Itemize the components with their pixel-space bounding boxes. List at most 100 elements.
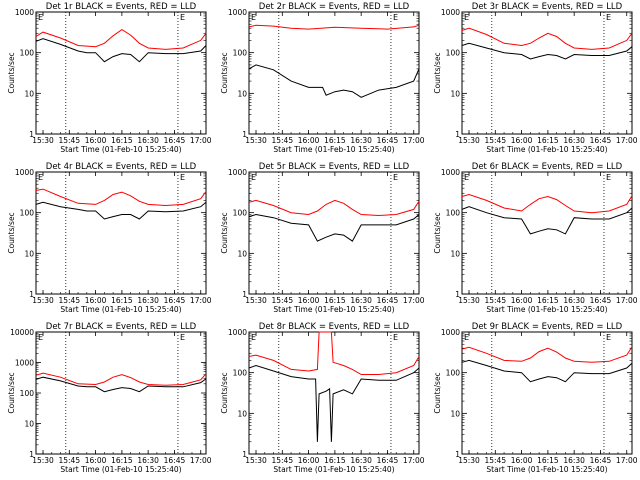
- y-tick-label: 10: [24, 89, 34, 98]
- x-tick-label: 17:00: [190, 456, 212, 465]
- y-axis-label: Counts/sec: [433, 372, 442, 413]
- corner-label-right: E: [606, 13, 611, 22]
- x-tick-label: 17:00: [403, 296, 425, 305]
- corner-label-right: E: [606, 333, 611, 342]
- x-tick-label: 15:30: [245, 136, 267, 145]
- series-line-events: [248, 364, 420, 442]
- y-axis-label: Counts/sec: [220, 212, 229, 253]
- plot-frame: [35, 171, 207, 295]
- x-tick-label: 16:15: [324, 296, 346, 305]
- series-line-events: [461, 359, 633, 383]
- plot-frame: [248, 331, 420, 455]
- corner-label-right: E: [393, 333, 398, 342]
- x-tick-label: 17:00: [190, 296, 212, 305]
- x-tick-label: 15:30: [458, 296, 480, 305]
- y-tick-label: 100: [20, 49, 35, 58]
- series-line-lld: [461, 193, 633, 214]
- series-line-events: [461, 42, 633, 60]
- x-tick-label: 16:45: [377, 136, 399, 145]
- x-tick-label: 16:00: [85, 456, 107, 465]
- y-tick-label: 100: [20, 209, 35, 218]
- corner-label-left: E: [464, 333, 469, 342]
- y-tick-label: 1: [455, 290, 460, 299]
- y-tick-label: 10: [24, 420, 34, 429]
- corner-label-right: E: [393, 173, 398, 182]
- x-tick-label: 15:30: [32, 296, 54, 305]
- plot-frame: [461, 171, 633, 295]
- plot-frame: [35, 331, 207, 455]
- y-tick-label: 1000: [441, 168, 460, 177]
- y-tick-label: 1000: [228, 8, 247, 17]
- x-tick-label: 16:45: [164, 136, 186, 145]
- x-tick-label: 17:00: [190, 136, 212, 145]
- series-line-events: [248, 213, 420, 242]
- x-tick-label: 16:15: [537, 296, 559, 305]
- x-tick-label: 16:30: [137, 136, 159, 145]
- series-line-lld: [248, 24, 420, 30]
- x-tick-label: 16:45: [590, 456, 612, 465]
- y-tick-label: 10: [450, 89, 460, 98]
- x-tick-label: 15:30: [32, 456, 54, 465]
- series-line-lld: [35, 188, 207, 207]
- plot-frame: [248, 11, 420, 135]
- x-tick-label: 16:15: [111, 136, 133, 145]
- y-tick-label: 1: [455, 130, 460, 139]
- x-tick-label: 15:45: [484, 456, 506, 465]
- x-axis-label: Start Time (01-Feb-10 15:25:40): [60, 145, 181, 154]
- y-tick-label: 1: [29, 290, 34, 299]
- y-tick-label: 100: [233, 369, 248, 378]
- panel-title: Det 9r BLACK = Events, RED = LLD: [472, 322, 623, 332]
- y-tick-label: 100: [446, 49, 461, 58]
- x-axis-label: Start Time (01-Feb-10 15:25:40): [273, 145, 394, 154]
- y-tick-label: 100: [233, 209, 248, 218]
- x-tick-label: 16:30: [137, 296, 159, 305]
- x-tick-label: 15:45: [271, 456, 293, 465]
- x-tick-label: 15:30: [458, 456, 480, 465]
- x-tick-label: 16:15: [324, 456, 346, 465]
- x-tick-label: 15:45: [484, 296, 506, 305]
- corner-label-left: E: [38, 333, 43, 342]
- panel-title: Det 8r BLACK = Events, RED = LLD: [259, 322, 410, 332]
- x-axis-label: Start Time (01-Feb-10 15:25:40): [60, 465, 181, 474]
- x-tick-label: 16:00: [85, 296, 107, 305]
- x-tick-label: 15:45: [58, 296, 80, 305]
- y-tick-label: 1000: [228, 328, 247, 337]
- corner-label-left: E: [251, 333, 256, 342]
- series-line-events: [35, 376, 207, 393]
- x-tick-label: 16:30: [137, 456, 159, 465]
- x-tick-label: 15:45: [58, 456, 80, 465]
- y-tick-label: 1: [242, 290, 247, 299]
- x-tick-label: 16:00: [298, 136, 320, 145]
- corner-label-right: E: [180, 13, 185, 22]
- x-tick-label: 16:15: [111, 296, 133, 305]
- plot-frame: [461, 331, 633, 455]
- x-tick-label: 15:30: [458, 136, 480, 145]
- corner-label-right: E: [606, 173, 611, 182]
- x-tick-label: 17:00: [616, 296, 638, 305]
- x-tick-label: 15:45: [484, 136, 506, 145]
- y-tick-label: 100: [233, 49, 248, 58]
- plot-frame: [248, 171, 420, 295]
- panel-title: Det 5r BLACK = Events, RED = LLD: [259, 162, 410, 172]
- corner-label-left: E: [251, 173, 256, 182]
- x-axis-label: Start Time (01-Feb-10 15:25:40): [60, 305, 181, 314]
- series-line-lld: [35, 372, 207, 386]
- x-tick-label: 16:45: [377, 296, 399, 305]
- series-line-lld: [461, 27, 633, 50]
- series-line-events: [35, 201, 207, 220]
- y-axis-label: Counts/sec: [7, 372, 16, 413]
- corner-label-left: E: [251, 13, 256, 22]
- y-tick-label: 10: [237, 89, 247, 98]
- corner-label-right: E: [180, 333, 185, 342]
- x-tick-label: 16:00: [511, 456, 533, 465]
- y-axis-label: Counts/sec: [433, 212, 442, 253]
- corner-label-left: E: [464, 173, 469, 182]
- x-tick-label: 15:30: [32, 136, 54, 145]
- x-tick-label: 15:30: [245, 456, 267, 465]
- corner-label-left: E: [464, 13, 469, 22]
- y-tick-label: 1000: [441, 8, 460, 17]
